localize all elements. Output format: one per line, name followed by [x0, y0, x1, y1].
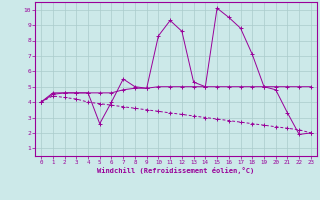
X-axis label: Windchill (Refroidissement éolien,°C): Windchill (Refroidissement éolien,°C)	[97, 167, 255, 174]
